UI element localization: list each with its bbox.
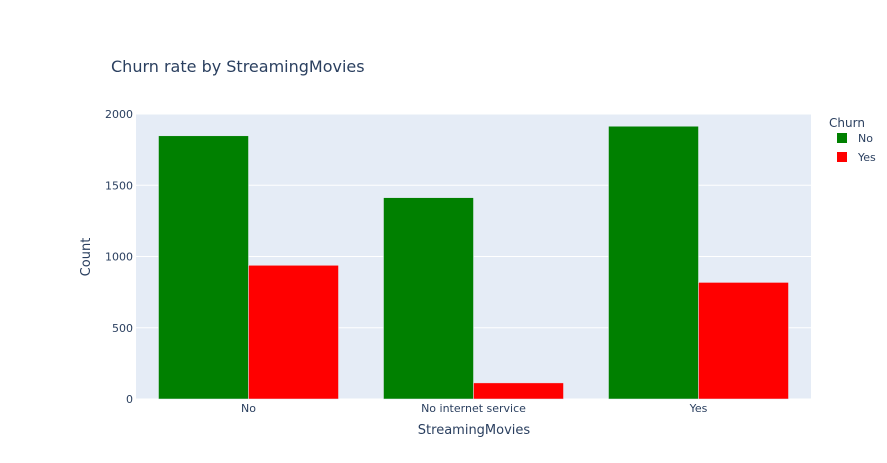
legend-item-yes[interactable]: Yes bbox=[837, 151, 876, 164]
bar-no-1[interactable] bbox=[383, 197, 474, 400]
y-tick-label: 500 bbox=[112, 322, 133, 335]
legend-swatch bbox=[837, 133, 847, 143]
legend-label: No bbox=[858, 132, 873, 145]
x-tick-label: No internet service bbox=[421, 402, 526, 415]
y-tick-label: 0 bbox=[126, 393, 133, 406]
legend-label: Yes bbox=[857, 151, 876, 164]
legend-title: Churn bbox=[829, 116, 865, 130]
y-tick-label: 2000 bbox=[105, 108, 133, 121]
bars bbox=[158, 126, 789, 400]
x-tick-label: No bbox=[241, 402, 256, 415]
x-tick-label: Yes bbox=[689, 402, 708, 415]
bar-no-0[interactable] bbox=[158, 135, 249, 400]
y-axis-ticks: 0 500 1000 1500 2000 bbox=[105, 108, 133, 406]
legend-item-no[interactable]: No bbox=[837, 132, 873, 145]
bar-yes-0[interactable] bbox=[248, 265, 339, 400]
chart-title: Churn rate by StreamingMovies bbox=[111, 57, 365, 76]
y-tick-label: 1500 bbox=[105, 179, 133, 192]
bar-no-2[interactable] bbox=[608, 126, 699, 400]
x-axis-ticks: No No internet service Yes bbox=[241, 402, 708, 415]
x-axis-title: StreamingMovies bbox=[418, 423, 531, 438]
legend[interactable]: No Yes bbox=[837, 132, 876, 164]
y-axis-title: Count bbox=[79, 238, 94, 277]
legend-swatch bbox=[837, 152, 847, 162]
y-tick-label: 1000 bbox=[105, 251, 133, 264]
bar-yes-1[interactable] bbox=[473, 382, 564, 400]
bar-yes-2[interactable] bbox=[698, 282, 789, 400]
